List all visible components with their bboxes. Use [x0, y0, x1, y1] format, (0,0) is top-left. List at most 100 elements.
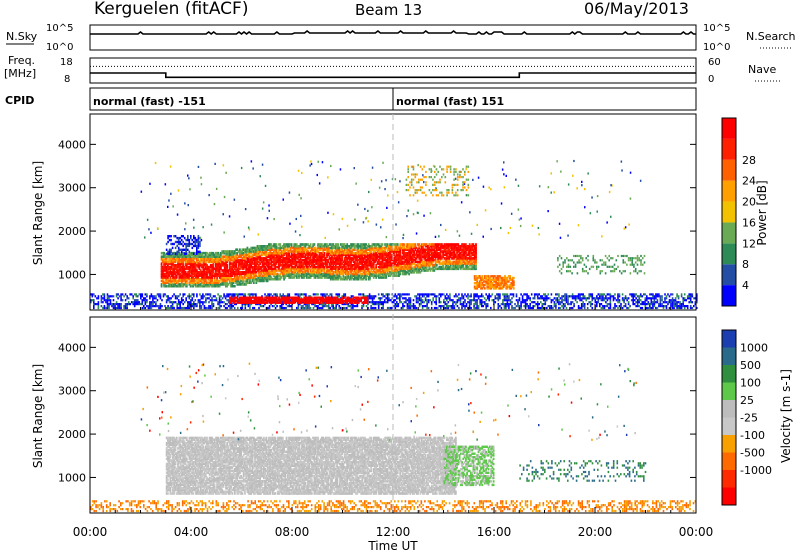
power-cell — [341, 267, 343, 271]
power-cell — [356, 245, 359, 248]
power-cell — [178, 279, 181, 283]
power-cell — [111, 295, 113, 298]
power-cell — [658, 293, 660, 296]
power-cell — [338, 260, 341, 264]
power-cell — [393, 295, 395, 298]
power-cell — [90, 301, 92, 304]
power-cell — [249, 255, 251, 258]
power-cell — [505, 293, 507, 296]
power-cell — [474, 303, 477, 306]
power-cell — [321, 265, 323, 269]
power-cell — [351, 258, 354, 262]
power-cell — [273, 271, 275, 274]
power-cell — [591, 295, 594, 298]
power-cell — [382, 253, 385, 257]
power-cell — [174, 260, 177, 264]
power-cell — [319, 253, 322, 257]
power-cell — [222, 255, 225, 258]
power-cell — [319, 274, 322, 277]
power-cell — [361, 265, 364, 269]
power-cell — [202, 297, 204, 300]
power-cell — [379, 245, 381, 248]
power-cell — [297, 269, 299, 272]
power-cell — [400, 262, 403, 265]
power-cell — [313, 250, 316, 253]
power-cell — [236, 260, 239, 264]
power-cell — [276, 274, 279, 277]
power-cell — [618, 301, 621, 304]
power-cell — [365, 295, 368, 298]
power-cell — [149, 305, 151, 308]
power-cell — [396, 262, 399, 265]
power-cell — [345, 272, 347, 276]
power-cell — [597, 297, 600, 300]
power-cell — [169, 284, 172, 288]
power-cell — [399, 258, 402, 262]
power-cell — [251, 262, 254, 265]
power-cell — [165, 262, 168, 265]
power-cell — [249, 260, 251, 264]
power-cell — [486, 303, 489, 306]
power-cell — [222, 274, 225, 277]
power-cell — [605, 297, 607, 300]
power-cell — [159, 297, 162, 300]
power-cell — [408, 306, 410, 310]
power-cell — [329, 264, 332, 267]
power-cell — [233, 274, 236, 277]
power-cell — [350, 269, 352, 272]
power-cell — [204, 257, 207, 260]
power-cell — [313, 267, 316, 271]
power-cell — [144, 297, 147, 300]
power-cell — [323, 269, 326, 272]
power-cell — [473, 305, 475, 308]
power-cell — [346, 272, 349, 276]
power-cell — [225, 251, 227, 255]
power-cell — [303, 276, 306, 279]
power-cell — [247, 271, 250, 274]
power-cell — [506, 295, 509, 298]
power-cell — [298, 248, 301, 251]
power-cell — [199, 277, 202, 281]
power-cell — [174, 255, 177, 258]
power-cell — [323, 248, 326, 251]
power-cell — [332, 271, 335, 274]
power-cell — [388, 306, 391, 310]
power-cell — [312, 255, 314, 258]
power-cell — [544, 299, 547, 302]
power-cell — [379, 255, 381, 258]
power-cell — [398, 257, 400, 260]
power-cell — [334, 264, 337, 267]
power-cell — [343, 258, 346, 262]
power-cell — [314, 262, 317, 265]
power-cell — [292, 246, 294, 250]
cpid-segments: normal (fast) -151 normal (fast) 151 — [93, 88, 504, 110]
power-cell — [461, 303, 463, 306]
power-cell — [379, 265, 381, 269]
power-cell — [189, 269, 192, 272]
power-cell — [335, 306, 337, 310]
power-cell — [283, 276, 285, 279]
power-cell — [683, 306, 686, 310]
power-cell — [274, 264, 277, 267]
power-cell — [299, 253, 302, 257]
power-cell — [343, 260, 346, 264]
power-cell — [555, 293, 557, 296]
power-cell — [356, 272, 359, 276]
power-cell — [390, 253, 393, 257]
power-cell — [567, 295, 569, 298]
power-cell — [536, 303, 539, 306]
power-cell — [259, 258, 261, 262]
power-cell — [447, 306, 450, 310]
power-cell — [480, 299, 483, 302]
power-cell — [555, 303, 557, 306]
power-cell — [388, 248, 390, 251]
power-cell — [183, 269, 186, 272]
power-cell — [288, 245, 290, 248]
power-cell — [270, 258, 273, 262]
power-cell — [313, 258, 316, 262]
power-cell — [246, 272, 249, 276]
power-cell — [609, 306, 612, 310]
power-cell — [624, 305, 627, 308]
power-cell — [641, 306, 644, 310]
power-cell — [271, 271, 274, 274]
